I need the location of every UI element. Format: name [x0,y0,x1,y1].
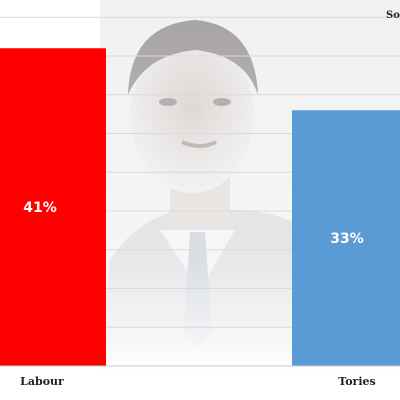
category-labels: Labour Tories [20,375,376,388]
bars [0,48,400,366]
source-label: So [386,10,400,21]
data-label-tories: 33% [330,231,364,247]
category-label-tories: Tories [338,375,375,388]
bar-tories [292,110,400,366]
data-label-labour: 41% [23,200,57,216]
bar-labour [0,48,106,366]
data-labels: 41% 33% [23,200,364,247]
category-label-labour: Labour [20,375,64,388]
